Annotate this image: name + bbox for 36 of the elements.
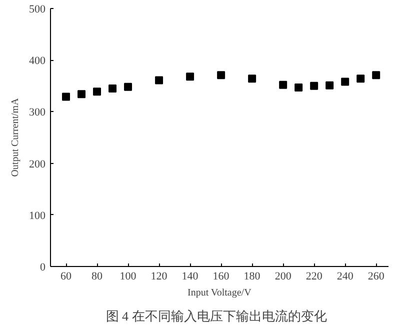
x-tick-label: 240 bbox=[336, 270, 354, 282]
x-tick-label: 140 bbox=[182, 270, 199, 282]
y-tick-label: 400 bbox=[29, 55, 46, 68]
x-tick-label: 200 bbox=[274, 270, 292, 282]
point bbox=[310, 82, 318, 90]
point bbox=[279, 80, 288, 89]
caption: 图 4 在不同输入电压下输出电流的变化 bbox=[106, 308, 327, 324]
x-tick-label: 220 bbox=[306, 270, 323, 282]
x-tick-label: 180 bbox=[244, 270, 261, 282]
point bbox=[248, 74, 256, 83]
point bbox=[108, 84, 117, 92]
x-tick-label: 260 bbox=[368, 270, 385, 282]
point bbox=[124, 82, 132, 91]
point bbox=[155, 76, 164, 84]
point bbox=[186, 72, 194, 81]
point bbox=[62, 92, 70, 101]
point bbox=[372, 71, 380, 80]
x-axis-title: Input Voltage/V bbox=[188, 288, 252, 298]
point bbox=[93, 88, 102, 96]
point bbox=[217, 71, 226, 80]
point bbox=[341, 78, 350, 86]
x-tick-label: 120 bbox=[150, 270, 168, 282]
point bbox=[78, 90, 86, 98]
point bbox=[326, 81, 334, 90]
x-tick-label: 60 bbox=[60, 270, 72, 282]
y-tick-label: 100 bbox=[29, 210, 46, 222]
point bbox=[294, 83, 303, 92]
y-tick-label: 500 bbox=[29, 4, 46, 16]
x-tick-label: 80 bbox=[92, 270, 104, 282]
y-axis-title: Output Current/mA bbox=[10, 97, 21, 177]
x-tick-label: 100 bbox=[120, 270, 137, 282]
y-tick-label: 200 bbox=[29, 158, 46, 170]
y-tick-label: 300 bbox=[29, 106, 46, 119]
point bbox=[356, 74, 365, 83]
y-tick-label: 0 bbox=[40, 262, 46, 274]
x-tick-label: 160 bbox=[212, 270, 230, 282]
